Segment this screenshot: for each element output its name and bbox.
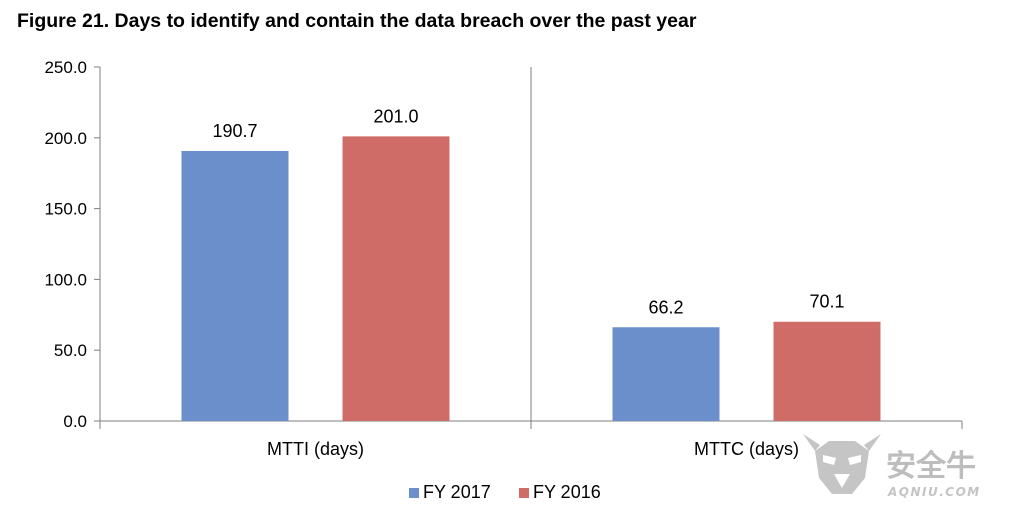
labels-layer: 190.7 201.0 MTTI (days) 66.2 70.1 MTTC (days) — [212, 106, 844, 459]
x-tick-label: MTTC (days) — [694, 439, 799, 459]
legend-label: FY 2016 — [533, 482, 601, 502]
y-tick-label: 250.0 — [44, 58, 87, 77]
watermark-text-en: AQNIU.COM — [887, 485, 981, 499]
bull-head-logo-icon — [803, 434, 881, 494]
bar — [612, 327, 720, 421]
bar — [773, 321, 881, 421]
y-tick-label: 50.0 — [54, 341, 87, 360]
y-tick-label: 150.0 — [44, 200, 87, 219]
bar — [181, 150, 289, 421]
axes-layer: 0.0 50.0 100.0 150.0 200.0 250.0 — [44, 58, 963, 431]
y-tick-label: 200.0 — [44, 129, 87, 148]
bar — [342, 136, 450, 421]
chart-legend: FY 2017 FY 2016 — [409, 482, 601, 502]
watermark-text-cn: 安全牛 — [886, 449, 976, 484]
legend-swatch — [409, 488, 419, 498]
bars-layer — [181, 136, 881, 421]
data-label: 190.7 — [212, 121, 257, 141]
y-tick-label: 0.0 — [63, 412, 87, 431]
legend-label: FY 2017 — [423, 482, 491, 502]
x-tick-label: MTTI (days) — [267, 439, 364, 459]
data-label: 66.2 — [648, 297, 683, 317]
data-label: 201.0 — [373, 106, 418, 126]
legend-swatch — [519, 488, 529, 498]
data-label: 70.1 — [809, 292, 844, 312]
y-tick-label: 100.0 — [44, 270, 87, 289]
figure-title: Figure 21. Days to identify and contain … — [17, 10, 697, 32]
